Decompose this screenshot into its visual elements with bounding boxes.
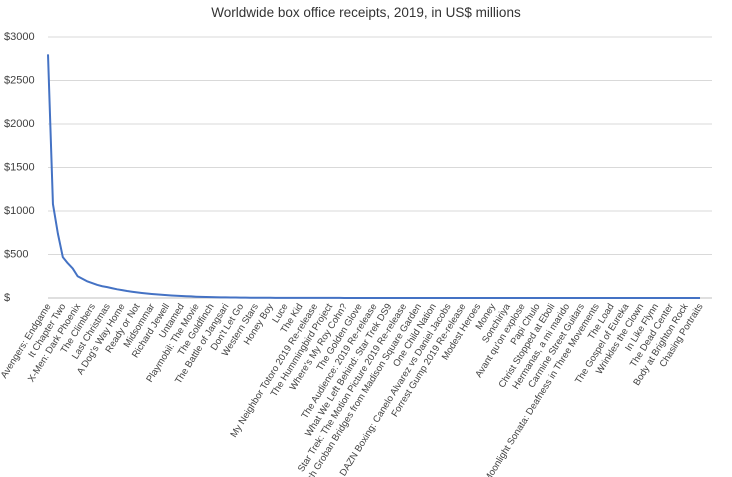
y-tick-label: $	[4, 292, 10, 304]
y-tick-label: $2000	[4, 118, 35, 130]
y-tick-label: $500	[4, 248, 28, 260]
y-tick-label: $2500	[4, 74, 35, 86]
y-tick-label: $3000	[4, 31, 35, 43]
y-tick-label: $1000	[4, 205, 35, 217]
chart-title: Worldwide box office receipts, 2019, in …	[211, 5, 521, 20]
line-series	[47, 54, 700, 299]
y-tick-label: $1500	[4, 161, 35, 173]
